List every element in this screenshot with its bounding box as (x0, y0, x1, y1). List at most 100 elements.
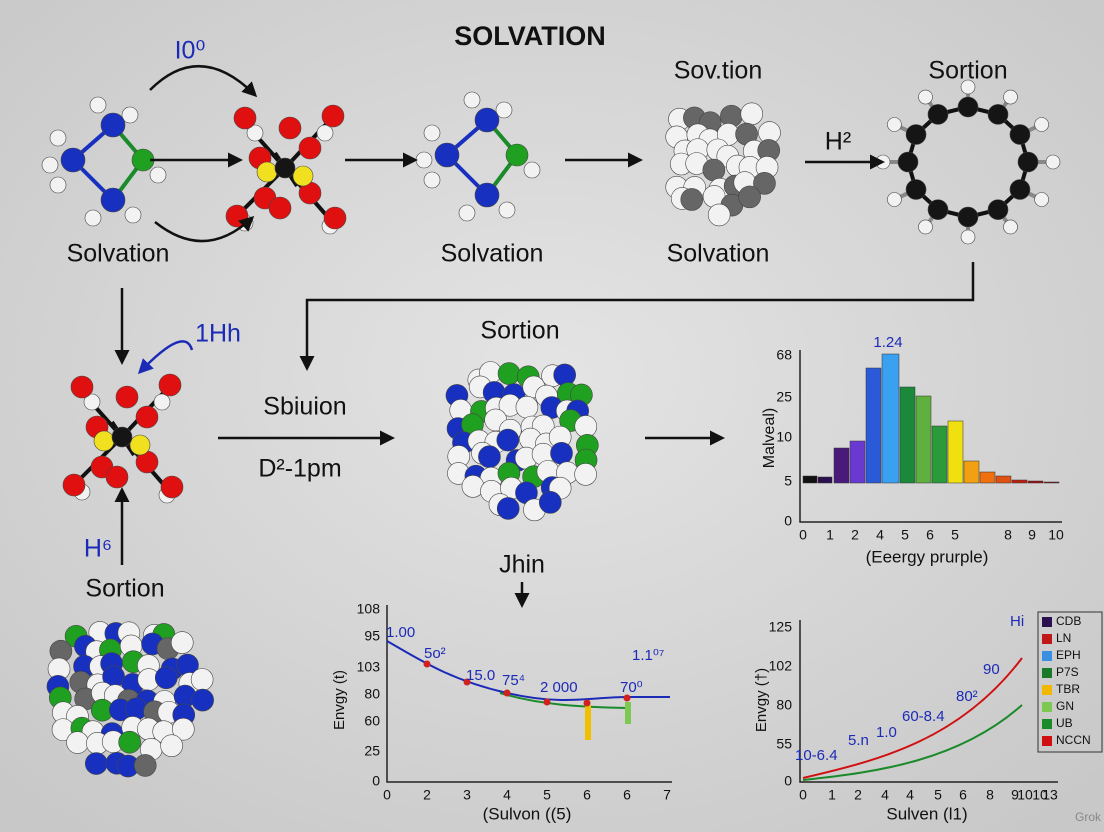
atom (70, 375, 94, 399)
atom (111, 426, 133, 448)
legend-label: GN (1056, 699, 1074, 713)
atom (89, 96, 107, 114)
line-chart (799, 611, 1103, 783)
tick-label: 25 (364, 743, 380, 759)
atom (423, 124, 441, 142)
atom (957, 206, 979, 228)
atom (316, 124, 334, 142)
atom (100, 112, 126, 138)
tick-label: 60 (364, 713, 380, 729)
atom (887, 192, 902, 207)
label: Sbiuion (263, 393, 346, 421)
atom (887, 117, 902, 132)
tick-label: 6 (959, 787, 967, 803)
atom (680, 188, 704, 211)
atom (124, 206, 142, 224)
label: 1Hh (195, 320, 241, 348)
atom (458, 204, 476, 222)
atom (905, 124, 927, 145)
tick-label: 4 (503, 787, 511, 803)
atom (93, 430, 115, 452)
legend-label: LN (1056, 631, 1071, 645)
atom (49, 176, 67, 194)
atom (100, 187, 126, 213)
atom (105, 465, 129, 489)
legend-swatch (1042, 736, 1052, 746)
point-label: 70⁰ (620, 679, 643, 696)
atom (987, 104, 1009, 125)
x-axis-label: Sulven (l1) (886, 804, 967, 823)
atom (1009, 124, 1031, 145)
tick-label: 4 (881, 787, 889, 803)
atom (905, 179, 927, 200)
atom (118, 730, 141, 754)
tick-label: 8 (1004, 527, 1012, 543)
atom (987, 199, 1009, 220)
tick-label: 13 (1042, 787, 1058, 803)
atom (523, 161, 541, 179)
tick-label: 80 (364, 686, 380, 702)
tick-label: 2 (854, 787, 862, 803)
label: H⁶ (84, 535, 112, 563)
atom (268, 196, 292, 220)
atom (1003, 219, 1018, 235)
atom (66, 731, 89, 754)
atom (1045, 154, 1061, 170)
tick-label: 7 (663, 787, 671, 803)
tick-label: 4 (876, 527, 884, 543)
tick-label: 0 (383, 787, 391, 803)
atom (495, 101, 513, 119)
atom (323, 206, 347, 230)
legend-label: UB (1056, 716, 1073, 730)
atom (423, 171, 441, 189)
histogram (799, 350, 1062, 523)
atom (321, 104, 345, 128)
atom (960, 229, 976, 245)
atom (190, 668, 214, 691)
tick-label: 10 (1032, 787, 1048, 803)
tick-label: 1 (826, 527, 834, 543)
atom (129, 434, 151, 456)
legend-label: P7S (1056, 665, 1079, 679)
tick-label: 5 (543, 787, 551, 803)
atom (84, 209, 102, 227)
tick-label: 6 (583, 787, 591, 803)
atom (154, 666, 178, 690)
atom (292, 165, 314, 187)
tick-label: 80 (776, 697, 792, 713)
arrows (114, 65, 975, 608)
atom (740, 102, 764, 126)
point-label: 2 000 (540, 679, 578, 696)
tick-label: 2 (423, 787, 431, 803)
atom (474, 107, 500, 133)
atom (960, 79, 976, 95)
x-axis-label: (Sulvon ((5) (483, 804, 572, 823)
tick-label: 0 (784, 773, 792, 789)
legend-swatch (1042, 702, 1052, 712)
label: Solvation (67, 240, 170, 268)
label: Solvation (441, 240, 544, 268)
atom (233, 106, 257, 130)
label: H² (825, 128, 851, 156)
y-axis-label: Envgy (t) (331, 670, 348, 730)
point-label: 1.00 (386, 624, 415, 641)
atom (62, 473, 86, 497)
atom (191, 688, 214, 712)
tick-label: 10 (1048, 527, 1064, 543)
atom (957, 96, 979, 118)
tick-label: 4 (906, 787, 914, 803)
atom (463, 91, 481, 109)
atom (515, 395, 539, 419)
atom (574, 463, 597, 486)
atom (1003, 89, 1018, 105)
atom (246, 124, 264, 142)
label: Solvation (667, 240, 770, 268)
label: I0⁰ (175, 37, 206, 65)
y-axis-label: Envgy (†) (753, 668, 770, 732)
atom (550, 441, 573, 465)
tick-label: 6 (926, 527, 934, 543)
point-label: 5o² (424, 645, 446, 662)
label: D²-1pm (258, 455, 341, 483)
atom (927, 199, 949, 220)
point-label: 75⁴ (502, 672, 525, 689)
